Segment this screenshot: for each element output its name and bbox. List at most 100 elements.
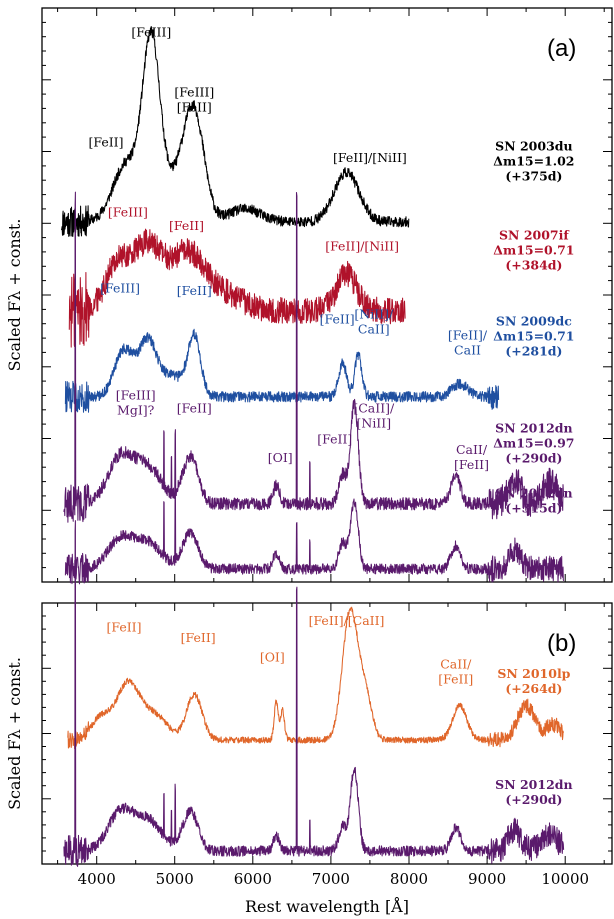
line-annotation: CaII/[FeII] xyxy=(438,656,473,686)
line-annotation: [OI] xyxy=(268,450,293,465)
line-annotation: [FeIII] [FeII] xyxy=(174,85,214,115)
line-annotation: [FeII] xyxy=(181,630,216,645)
line-annotation-line: CaII xyxy=(454,342,481,357)
series-label-line: Δm15=1.02 xyxy=(493,154,574,169)
series-label-line: Δm15=0.71 xyxy=(493,328,574,343)
line-annotation-line: [FeII] xyxy=(169,218,204,233)
line-annotation-line: CaII/ xyxy=(440,656,472,671)
line-annotation: [FeII]/CaII xyxy=(448,327,488,357)
x-tick-label: 7000 xyxy=(312,870,350,888)
line-annotation-line: [NiII] xyxy=(357,415,392,430)
line-annotation-line: [OI] xyxy=(260,650,285,665)
line-annotation-line: [FeII]/ xyxy=(448,327,488,342)
line-annotation: [FeII]/[NiII] xyxy=(325,239,399,254)
x-tick-label: 4000 xyxy=(78,870,116,888)
line-annotation-line: [FeII] xyxy=(317,432,352,447)
line-annotation-line: [FeII] xyxy=(181,630,216,645)
line-annotation: [FeII] xyxy=(317,432,352,447)
line-annotation-line: [FeII] xyxy=(177,100,212,115)
line-annotation-line: [FeIII] xyxy=(174,85,214,100)
series-label: SN 2012dn (+290d) xyxy=(495,777,572,807)
line-annotation-line: [FeIII] xyxy=(116,387,156,402)
series-label-line: (+290d) xyxy=(505,792,562,807)
spectrum-sn-2012dn xyxy=(64,485,565,585)
line-annotation: [FeIII] xyxy=(131,25,171,40)
series-label-line: Δm15=0.97 xyxy=(493,435,574,450)
line-annotation: [OI] xyxy=(260,650,285,665)
series-label: SN 2012dn (+315d) xyxy=(495,486,572,516)
line-annotation-line: [FeII] xyxy=(438,671,473,686)
spectrum-sn-2010lp xyxy=(67,606,564,750)
panel-a: SN 2003du Δm15=1.02 (+375d)[FeII][FeIII][F… xyxy=(5,7,613,585)
series-label-line: SN 2003du xyxy=(495,139,572,154)
x-tick-label: 5000 xyxy=(156,870,194,888)
x-tick-label: 10000 xyxy=(541,870,589,888)
series-label-line: (+281d) xyxy=(505,343,562,358)
series-label-line: (+264d) xyxy=(505,681,562,696)
x-tick-label: 6000 xyxy=(234,870,272,888)
series-label-line: SN 2012dn xyxy=(495,777,572,792)
series-label: SN 2007if Δm15=0.71 (+384d) xyxy=(493,227,574,272)
line-annotation-line: [FeII] xyxy=(177,283,212,298)
line-annotation: [FeII] xyxy=(320,312,355,327)
line-annotation-line: [FeII] xyxy=(106,619,141,634)
line-annotation-line: [FeII] xyxy=(454,457,489,472)
line-annotation: [NiII]/CaII] xyxy=(354,307,394,337)
series-label-line: (+384d) xyxy=(505,257,562,272)
line-annotation-line: [FeII]/[NiII] xyxy=(333,150,407,165)
panel-b-label: (b) xyxy=(547,630,576,657)
x-tick-label: 9000 xyxy=(468,870,506,888)
series-label-line: SN 2010lp xyxy=(497,666,570,681)
x-axis-label: Rest wavelength [Å] xyxy=(245,896,409,916)
series-label-line: SN 2007if xyxy=(499,227,570,242)
line-annotation: [FeIII] xyxy=(100,280,140,295)
panel-b-spectra xyxy=(63,520,565,867)
panel-a-spectra xyxy=(60,25,565,585)
line-annotation-line: [FeIII] xyxy=(100,280,140,295)
line-annotation-line: [FeIII] xyxy=(131,25,171,40)
series-label-line: (+290d) xyxy=(505,450,562,465)
line-annotation-line: [FeII]/[CaII] xyxy=(309,613,385,628)
line-annotation: [FeIII] MgI]? xyxy=(116,387,156,417)
line-annotation-line: [FeII]/[NiII] xyxy=(325,239,399,254)
line-annotation-line: [CaII]/ xyxy=(353,400,395,415)
series-label: SN 2009dc Δm15=0.71 (+281d) xyxy=(493,313,574,358)
line-annotation-line: CaII/ xyxy=(456,442,488,457)
line-annotation: [FeII]/[CaII] xyxy=(309,613,385,628)
line-annotation-line: [FeII] xyxy=(177,400,212,415)
line-annotation-line: MgI]? xyxy=(117,402,155,417)
line-annotation: [FeII] xyxy=(177,400,212,415)
spectrum-sn-2012dn xyxy=(63,520,565,867)
panel-b-ylabel: Scaled Fλ + const. xyxy=(5,657,24,810)
line-annotation: [FeII] xyxy=(88,134,123,149)
line-annotation: [FeII] xyxy=(177,283,212,298)
panel-b-frame xyxy=(41,602,613,865)
series-label-line: Δm15=0.71 xyxy=(493,242,574,257)
line-annotation-line: [FeII] xyxy=(320,312,355,327)
line-annotation-line: [NiII]/ xyxy=(354,307,394,322)
panel-a-ylabel: Scaled Fλ + const. xyxy=(5,219,24,372)
spectrum-sn-2012dn xyxy=(63,191,565,523)
series-label-line: SN 2012dn xyxy=(495,486,572,501)
line-annotation: [FeII] xyxy=(169,218,204,233)
line-annotation: [FeII]/[NiII] xyxy=(333,150,407,165)
spectrum-sn-2007if xyxy=(68,228,406,348)
line-annotation-line: [FeIII] xyxy=(108,205,148,220)
panel-b-labels: SN 2010lp (+264d) [FeII] [FeII] [OI] [FeII]/[… xyxy=(106,613,572,807)
line-annotation-line: [FeII] xyxy=(88,134,123,149)
panel-a-label: (a) xyxy=(547,35,576,62)
series-label: SN 2003du Δm15=1.02 (+375d) xyxy=(493,139,574,184)
panel-b: 4000 5000 6000 7000 8000 9000 10000 SN 2010lp(… xyxy=(5,520,613,888)
line-annotation-line: [OI] xyxy=(268,450,293,465)
series-label-line: (+375d) xyxy=(505,169,562,184)
line-annotation: CaII/[FeII] xyxy=(454,442,489,472)
series-label: SN 2012dn Δm15=0.97 (+290d) xyxy=(493,420,574,465)
line-annotation: [FeIII] xyxy=(108,205,148,220)
panel-a-ticks xyxy=(42,8,612,582)
line-annotation: [CaII]/[NiII] xyxy=(353,400,395,430)
panel-b-ticks: 4000 5000 6000 7000 8000 9000 10000 xyxy=(42,603,612,888)
series-label-line: SN 2012dn xyxy=(495,420,572,435)
panel-a-labels: SN 2003du Δm15=1.02 (+375d)[FeII][FeIII][F… xyxy=(88,25,574,516)
series-label-line: (+315d) xyxy=(505,501,562,516)
